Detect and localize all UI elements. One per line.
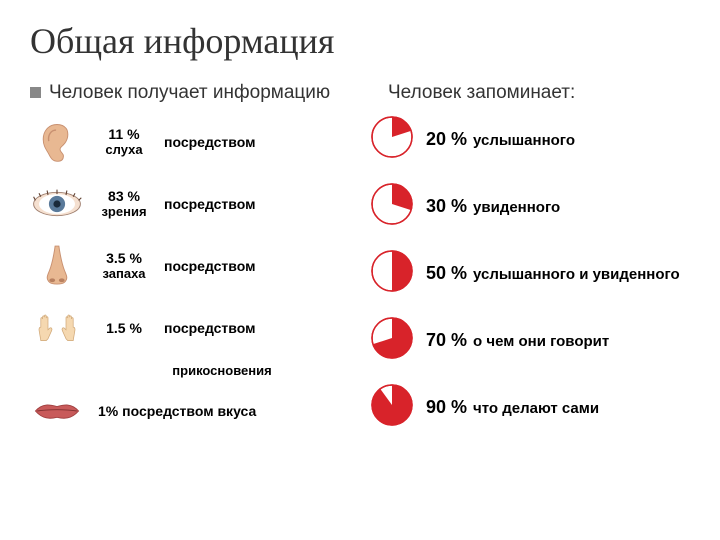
memory-row: 90 % что делают сами — [370, 383, 690, 432]
memory-label: увиденного — [473, 199, 560, 216]
memory-percent: 50 % — [426, 263, 467, 284]
sense-row-smell: 3.5 % запаха посредством — [30, 239, 350, 293]
memory-label: о чем они говорит — [473, 333, 609, 350]
smell-label: запаха — [94, 266, 154, 281]
memory-percent: 70 % — [426, 330, 467, 351]
hearing-percent: 11 % — [94, 126, 154, 142]
page-title: Общая информация — [30, 20, 690, 62]
nose-icon — [30, 239, 84, 293]
taste-desc: 1% посредством вкуса — [98, 403, 256, 419]
memory-row: 30 % увиденного — [370, 182, 690, 231]
pie-icon — [370, 316, 414, 365]
left-heading: Человек получает информацию — [30, 82, 350, 105]
memory-percent: 30 % — [426, 196, 467, 217]
memory-label: услышанного и увиденного — [473, 266, 680, 283]
memory-rows: 20 % услышанного 30 % увиденного 50 % ус… — [370, 115, 690, 432]
memory-row: 50 % услышанного и увиденного — [370, 249, 690, 298]
sense-row-taste: 1% посредством вкуса — [30, 384, 350, 438]
two-column-layout: Человек получает информацию 11 % слуха п… — [30, 82, 690, 450]
vision-percent: 83 % — [94, 188, 154, 204]
bullet-icon — [30, 87, 41, 98]
sense-row-touch: 1.5 % посредством — [30, 301, 350, 355]
pie-icon — [370, 182, 414, 231]
smell-percent: 3.5 % — [94, 250, 154, 266]
right-column: Человек запоминает: 20 % услышанного 30 … — [370, 82, 690, 450]
touch-desc: посредством — [164, 320, 255, 336]
hearing-desc: посредством — [164, 134, 255, 150]
memory-label: что делают сами — [473, 400, 599, 417]
memory-row: 70 % о чем они говорит — [370, 316, 690, 365]
mouth-icon — [30, 384, 84, 438]
pie-icon — [370, 249, 414, 298]
eye-icon — [30, 177, 84, 231]
sense-row-vision: 83 % зрения посредством — [30, 177, 350, 231]
vision-desc: посредством — [164, 196, 255, 212]
left-column: Человек получает информацию 11 % слуха п… — [30, 82, 350, 450]
memory-row: 20 % услышанного — [370, 115, 690, 164]
sense-row-hearing: 11 % слуха посредством — [30, 115, 350, 169]
memory-percent: 20 % — [426, 129, 467, 150]
vision-label: зрения — [94, 204, 154, 219]
hearing-label: слуха — [94, 142, 154, 157]
pie-icon — [370, 115, 414, 164]
touch-label: прикосновения — [94, 363, 350, 378]
hands-icon — [30, 301, 84, 355]
right-heading-text: Человек запоминает: — [388, 82, 575, 103]
left-heading-text: Человек получает информацию — [49, 82, 330, 105]
smell-desc: посредством — [164, 258, 255, 274]
touch-percent: 1.5 % — [94, 320, 154, 336]
memory-percent: 90 % — [426, 397, 467, 418]
pie-icon — [370, 383, 414, 432]
memory-label: услышанного — [473, 132, 575, 149]
right-heading: Человек запоминает: — [370, 82, 690, 105]
ear-icon — [30, 115, 84, 169]
